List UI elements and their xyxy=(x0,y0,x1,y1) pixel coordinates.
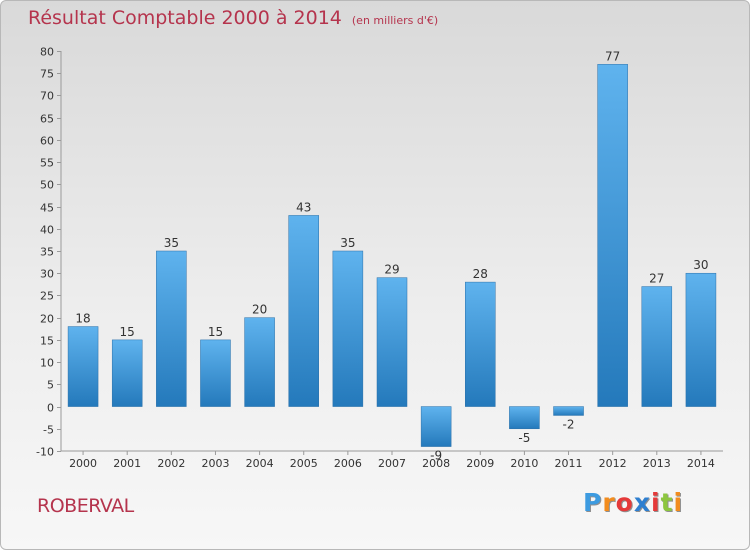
x-tick-label: 2010 xyxy=(510,457,538,470)
logo-letter: o xyxy=(615,488,634,517)
bar-2011 xyxy=(553,406,584,416)
data-label: 27 xyxy=(649,272,664,286)
bar-2001 xyxy=(111,339,143,407)
chart-title-text: Résultat Comptable 2000 à 2014 xyxy=(28,7,342,29)
bar-2005 xyxy=(288,215,319,407)
logo-letter: i xyxy=(651,488,661,517)
bar-2004 xyxy=(244,317,275,407)
chart-bars xyxy=(67,64,717,447)
bar-2006 xyxy=(332,250,364,407)
y-tick-label: -10 xyxy=(36,446,54,459)
y-tick-label: 80 xyxy=(40,46,54,59)
x-tick-label: 2003 xyxy=(201,457,229,470)
x-tick-label: 2002 xyxy=(157,457,185,470)
data-label: 15 xyxy=(120,325,135,339)
x-tick-label: 2011 xyxy=(555,457,583,470)
y-tick-label: 65 xyxy=(40,113,54,126)
x-tick-label: 2014 xyxy=(687,457,715,470)
y-tick-label: 30 xyxy=(40,268,54,281)
proxiti-logo: Proxiti xyxy=(583,488,683,517)
y-tick-label: 20 xyxy=(40,313,54,326)
y-tick-label: 5 xyxy=(47,379,54,392)
bar-2014 xyxy=(685,272,717,407)
logo-letter: t xyxy=(660,488,674,517)
x-tick-label: 2000 xyxy=(69,457,97,470)
x-tick-label: 2012 xyxy=(599,457,627,470)
bar-2002 xyxy=(156,250,187,407)
logo-letter: P xyxy=(583,488,603,517)
bar-2007 xyxy=(376,277,408,407)
data-label: 29 xyxy=(384,263,399,277)
commune-name: ROBERVAL xyxy=(37,495,134,517)
y-tick-label: 40 xyxy=(40,224,54,237)
bar-2009 xyxy=(465,281,496,407)
data-label: 43 xyxy=(296,200,311,214)
y-tick-label: 70 xyxy=(40,90,54,103)
chart-subtitle: (en milliers d'€) xyxy=(351,14,439,27)
bar-2003 xyxy=(200,339,231,407)
y-tick-label: 10 xyxy=(40,357,54,370)
bar-2008 xyxy=(420,406,452,447)
y-tick-label: 55 xyxy=(40,157,54,170)
bar-2000 xyxy=(67,326,99,407)
data-label: 20 xyxy=(252,303,267,317)
bar-2010 xyxy=(509,406,540,430)
y-tick-label: 25 xyxy=(40,290,54,303)
chart-data-labels: 18 15 35 15 20 43 35 29 -9 28 -5 -2 77 27 30 xyxy=(75,49,708,462)
logo-letter: x xyxy=(633,488,651,517)
logo-letter: i xyxy=(673,488,684,517)
x-tick-label: 2001 xyxy=(113,457,141,470)
y-tick-label: -5 xyxy=(43,424,54,437)
chart-axes: -10 -5 0 5 10 15 20 25 30 35 40 45 50 55 60 65 70 75 80 200… xyxy=(36,46,723,470)
x-tick-label: 2007 xyxy=(378,457,406,470)
x-tick-label: 2013 xyxy=(643,457,671,470)
data-label: -2 xyxy=(563,417,575,431)
data-label: 18 xyxy=(75,312,90,326)
y-tick-label: 75 xyxy=(40,68,54,81)
data-label: 15 xyxy=(208,325,223,339)
x-tick-label: 2009 xyxy=(466,457,494,470)
bar-2013 xyxy=(641,286,673,407)
logo-letter: r xyxy=(602,488,616,517)
data-label: 30 xyxy=(693,258,708,272)
y-tick-label: 0 xyxy=(47,402,54,415)
data-label: 28 xyxy=(473,267,488,281)
y-tick-label: 35 xyxy=(40,246,54,259)
y-tick-label: 60 xyxy=(40,135,54,148)
x-tick-label: 2005 xyxy=(290,457,318,470)
data-label: -5 xyxy=(518,431,530,445)
data-label: 35 xyxy=(340,236,355,250)
x-tick-label: 2008 xyxy=(422,457,450,470)
x-tick-label: 2004 xyxy=(246,457,274,470)
data-label: -9 xyxy=(430,449,442,463)
bar-2012 xyxy=(597,64,628,407)
chart-title: Résultat Comptable 2000 à 2014 (en millie… xyxy=(28,7,438,29)
y-tick-label: 45 xyxy=(40,202,54,215)
x-tick-label: 2006 xyxy=(334,457,362,470)
data-label: 77 xyxy=(605,49,620,63)
data-label: 35 xyxy=(164,236,179,250)
y-tick-label: 15 xyxy=(40,335,54,348)
y-tick-label: 50 xyxy=(40,179,54,192)
